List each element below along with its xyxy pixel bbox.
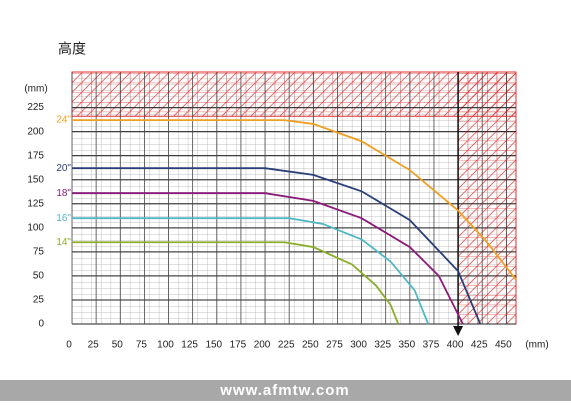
- x-tick-label: 175: [230, 340, 247, 351]
- y-tick-label: 50: [33, 271, 45, 282]
- footer-bar: [0, 380, 571, 401]
- series-line: [72, 167, 482, 325]
- y-axis-label: (mm): [24, 84, 47, 95]
- x-tick-label: 100: [157, 340, 174, 351]
- x-tick-label: 225: [278, 340, 295, 351]
- series-label: 16": [56, 213, 71, 224]
- x-tick-label: 425: [471, 340, 488, 351]
- series-label: 18": [56, 188, 71, 199]
- footer-text: www.afmtw.com: [219, 382, 349, 399]
- x-tick-label: 150: [205, 340, 222, 351]
- x-tick-label: 0: [66, 340, 72, 351]
- x-axis-label: (mm): [525, 340, 548, 351]
- y-tick-label: 100: [27, 222, 44, 233]
- y-tick-label: 125: [27, 198, 44, 209]
- y-tick-label: 150: [27, 174, 44, 185]
- x-tick-label: 375: [423, 340, 440, 351]
- x-tick-label: 450: [495, 340, 512, 351]
- x-tick-label: 200: [254, 340, 271, 351]
- x-tick-label: 50: [112, 340, 124, 351]
- series-label: 20": [56, 163, 71, 174]
- x-tick-label: 275: [326, 340, 343, 351]
- y-tick-label: 175: [27, 150, 44, 161]
- x-tick-label: 75: [136, 340, 148, 351]
- y-tick-label: 75: [33, 247, 45, 258]
- y-tick-label: 200: [27, 126, 44, 137]
- series-label: 24": [56, 115, 71, 126]
- x-tick-label: 250: [302, 340, 319, 351]
- x-tick-label: 350: [398, 340, 415, 351]
- x-tick-label: 400: [447, 340, 464, 351]
- series-line: [72, 217, 430, 325]
- x-tick-label: 125: [181, 340, 198, 351]
- restricted-region: [71, 71, 517, 117]
- x-tick-label: 25: [88, 340, 100, 351]
- y-tick-label: 225: [27, 102, 44, 113]
- x-tick-label: 325: [374, 340, 391, 351]
- series-label: 14": [56, 237, 71, 248]
- limit-arrow: [453, 326, 464, 336]
- x-tick-label: 300: [350, 340, 367, 351]
- series-line: [72, 241, 400, 325]
- series-line: [72, 192, 464, 325]
- y-tick-label: 0: [38, 319, 44, 330]
- y-tick-label: 25: [33, 295, 45, 306]
- series-line: [72, 119, 517, 281]
- chart-title: 高度: [58, 41, 86, 57]
